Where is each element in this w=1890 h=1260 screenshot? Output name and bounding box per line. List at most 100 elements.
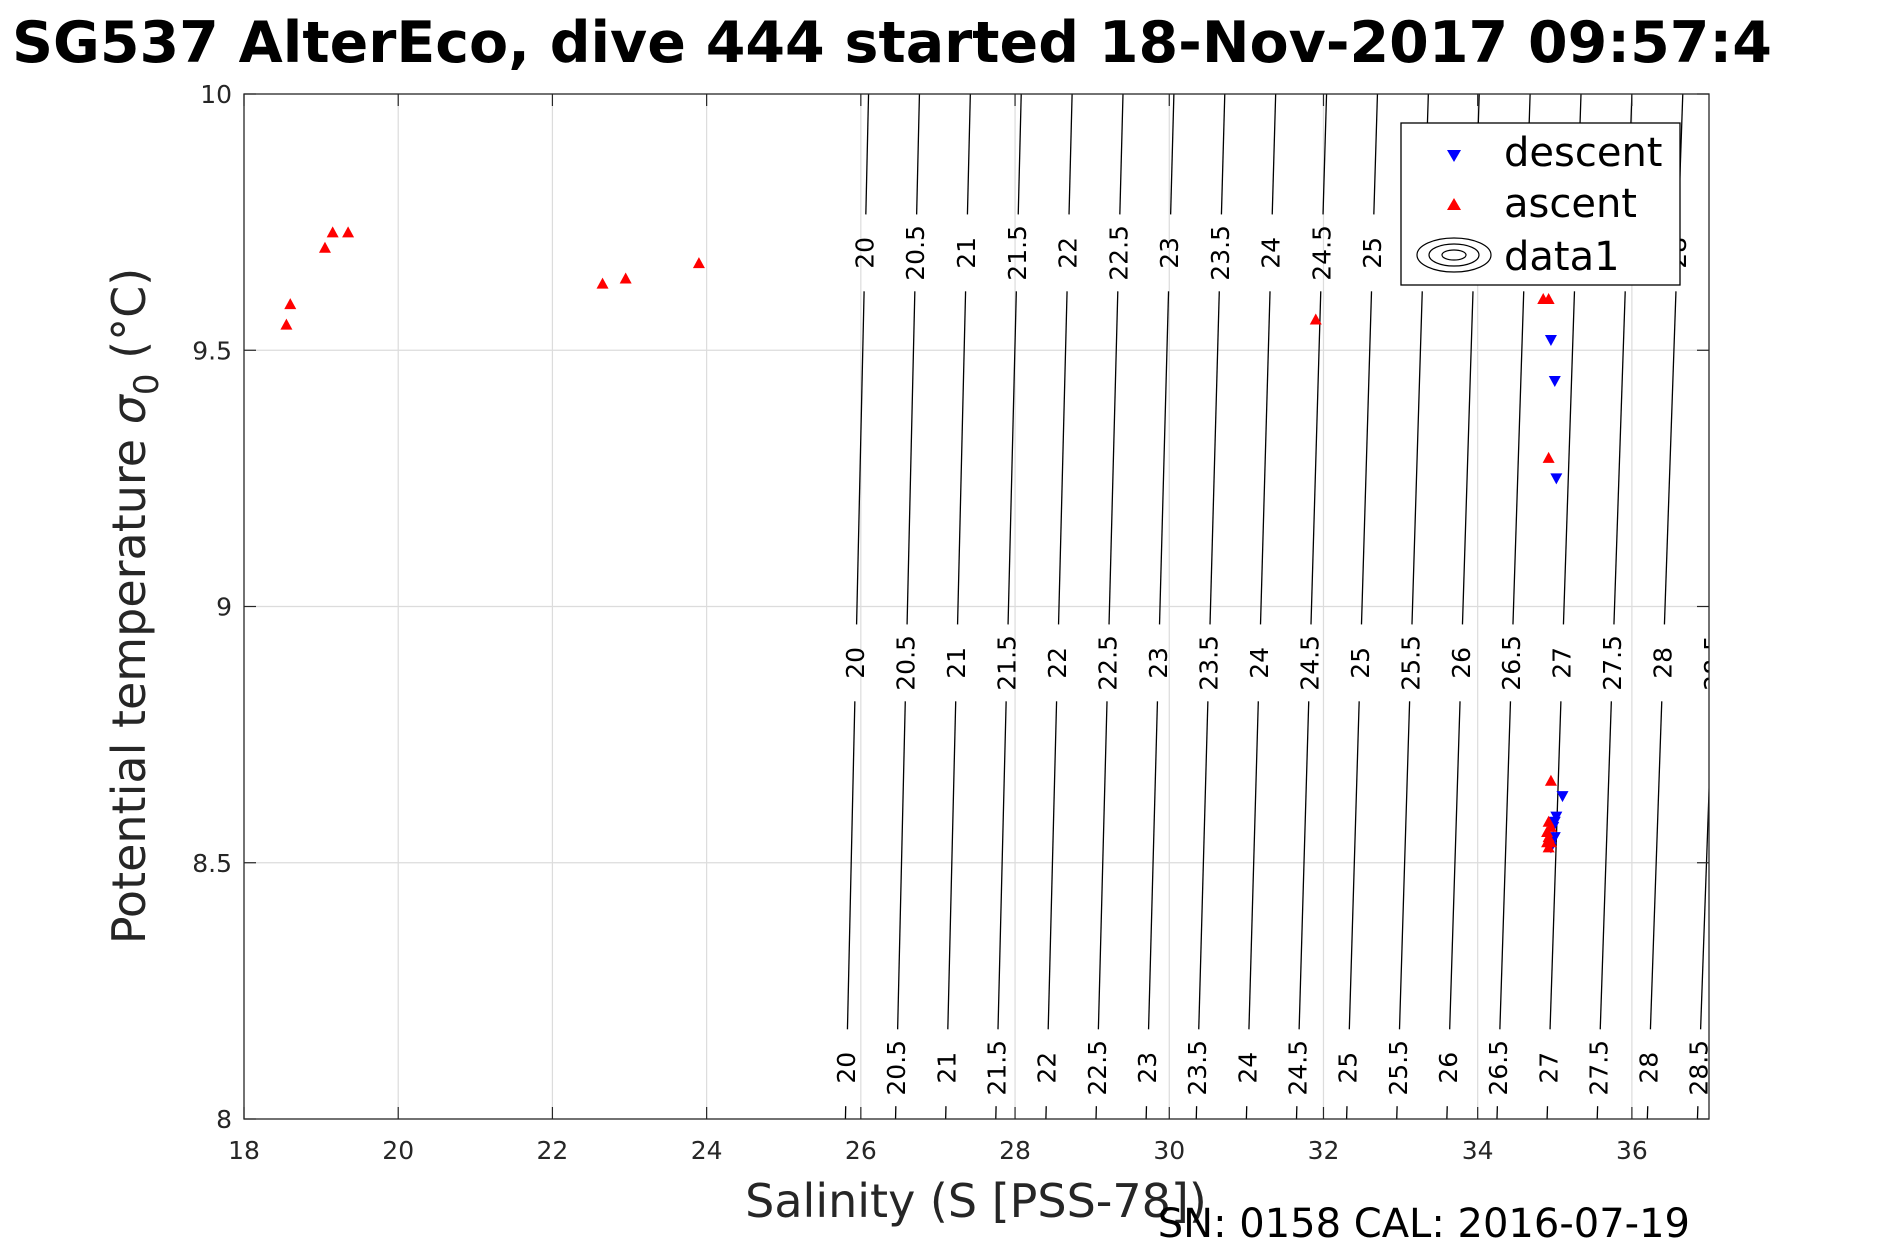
contour-label: 25.5 [1384, 1040, 1413, 1096]
x-axis-label: Salinity (S [PSS-78]) [745, 1174, 1207, 1228]
contour-label: 28.5 [1699, 635, 1728, 691]
contour-line-segment [1398, 701, 1411, 1030]
contour-label: 23 [1133, 1052, 1162, 1084]
contour-label: 23.5 [1194, 635, 1223, 691]
contour-line-segment [1298, 701, 1310, 1030]
contour-label: 24.5 [1283, 1040, 1312, 1096]
contour-line-segment [1097, 701, 1108, 1030]
ascent-marker [326, 226, 339, 238]
contour-line-segment [1271, 94, 1277, 215]
contour-label: 22 [1033, 1052, 1062, 1084]
contour-line-segment [1499, 701, 1512, 1030]
contour-label: 24.5 [1295, 635, 1324, 691]
contour-line-segment [997, 701, 1007, 1030]
contour-label: 21 [932, 1052, 961, 1084]
contour-label: 21.5 [993, 635, 1022, 691]
contour-label: 25 [1358, 237, 1387, 269]
contour-line-segment [966, 94, 971, 215]
contour-level-22: 22 22 22 [1033, 94, 1083, 1119]
y-tick-label: 9 [216, 593, 232, 622]
y-tick-label: 9.5 [192, 336, 232, 365]
legend-descent-label: descent [1504, 130, 1662, 176]
contour-line-segment [906, 291, 916, 625]
contour-line-segment [896, 701, 906, 1030]
ascent-marker [284, 298, 297, 310]
contour-label: 28 [1635, 1052, 1664, 1084]
ascent-marker [1542, 293, 1555, 304]
legend: descent ascent data1 [1400, 122, 1681, 286]
contour-line-segment [1108, 291, 1119, 625]
contour-label: 23.5 [1183, 1040, 1212, 1096]
contour-line-segment [1017, 94, 1022, 215]
contour-label: 24 [1233, 1052, 1262, 1084]
contour-label: 28 [1649, 647, 1678, 679]
ascent-marker [1542, 451, 1555, 463]
contour-line-segment [1169, 94, 1175, 215]
legend-ascent-label: ascent [1504, 181, 1637, 227]
contour-label: 23.5 [1206, 225, 1235, 281]
data-points [280, 226, 1569, 854]
contour-line-segment [1663, 291, 1677, 625]
contour-level-22-5: 22.5 22.5 22.5 [1083, 94, 1133, 1119]
contour-line-segment [1209, 291, 1220, 625]
contour-level-20: 20 20 20 [832, 94, 879, 1119]
x-tick-label: 26 [845, 1136, 877, 1165]
contour-label: 26.5 [1497, 635, 1526, 691]
y-axis-label-symbol: σ [102, 393, 156, 424]
ascent-marker [280, 318, 293, 330]
contour-line-segment [956, 291, 967, 625]
contour-line-segment [1599, 701, 1612, 1030]
ascent-marker [596, 277, 609, 289]
contour-label: 27.5 [1584, 1040, 1613, 1096]
contour-line-segment [1248, 701, 1259, 1030]
contour-label: 21.5 [1003, 225, 1032, 281]
contour-label: 26 [1434, 1052, 1463, 1084]
contour-label: 21 [942, 647, 971, 679]
contour-line-segment [1119, 94, 1124, 215]
legend-contour-label: data1 [1504, 234, 1620, 280]
contour-label: 24 [1245, 647, 1274, 679]
ascent-marker [318, 241, 331, 253]
contour-line-segment [1047, 701, 1058, 1030]
contour-label: 21.5 [983, 1040, 1012, 1096]
contour-line-segment [1310, 291, 1322, 625]
contour-level-28-5: 28.5 28.5 28.5 [1685, 635, 1728, 1119]
contour-label: 20.5 [901, 225, 930, 281]
contour-label: 20.5 [882, 1040, 911, 1096]
contour-label: 25.5 [1396, 635, 1425, 691]
contour-line-segment [1220, 94, 1226, 215]
contour-line-segment [1449, 701, 1461, 1030]
x-tick-label: 36 [1616, 1136, 1648, 1165]
contour-label: 22.5 [1083, 1040, 1112, 1096]
ascent-marker [1309, 313, 1322, 325]
legend-ascent-marker [1447, 198, 1461, 210]
contour-label: 20 [832, 1052, 861, 1084]
contour-line-segment [1322, 94, 1328, 215]
contour-level-21-5: 21.5 21.5 21.5 [983, 94, 1032, 1119]
contour-line-segment [865, 94, 870, 215]
y-axis-label-suffix: (°C) [102, 268, 156, 374]
contour-label: 25 [1346, 647, 1375, 679]
y-tick-label: 10 [200, 80, 232, 109]
ascent-marker [692, 257, 705, 269]
contour-line-segment [1259, 291, 1271, 625]
contour-label: 22 [1054, 237, 1083, 269]
contour-line-segment [1198, 701, 1209, 1030]
descent-marker [1548, 376, 1561, 387]
chart-title: SG537 AlterEco, dive 444 started 18-Nov-… [12, 10, 1772, 76]
descent-marker [1556, 791, 1569, 803]
contour-line-segment [1411, 291, 1423, 625]
descent-marker [1544, 335, 1557, 346]
contour-label: 20 [850, 237, 879, 269]
y-axis-label-prefix: Potential temperature [102, 424, 156, 944]
contour-line-segment [1512, 291, 1525, 625]
y-axis-label: Potential temperature σ0 (°C) [102, 268, 167, 944]
contour-label: 26 [1447, 647, 1476, 679]
contour-label: 20 [841, 647, 870, 679]
y-tick-label: 8.5 [192, 849, 232, 878]
contour-line-segment [1348, 701, 1360, 1030]
contour-label: 24.5 [1307, 225, 1336, 281]
contour-label: 24 [1257, 237, 1286, 269]
x-tick-label: 20 [382, 1136, 414, 1165]
